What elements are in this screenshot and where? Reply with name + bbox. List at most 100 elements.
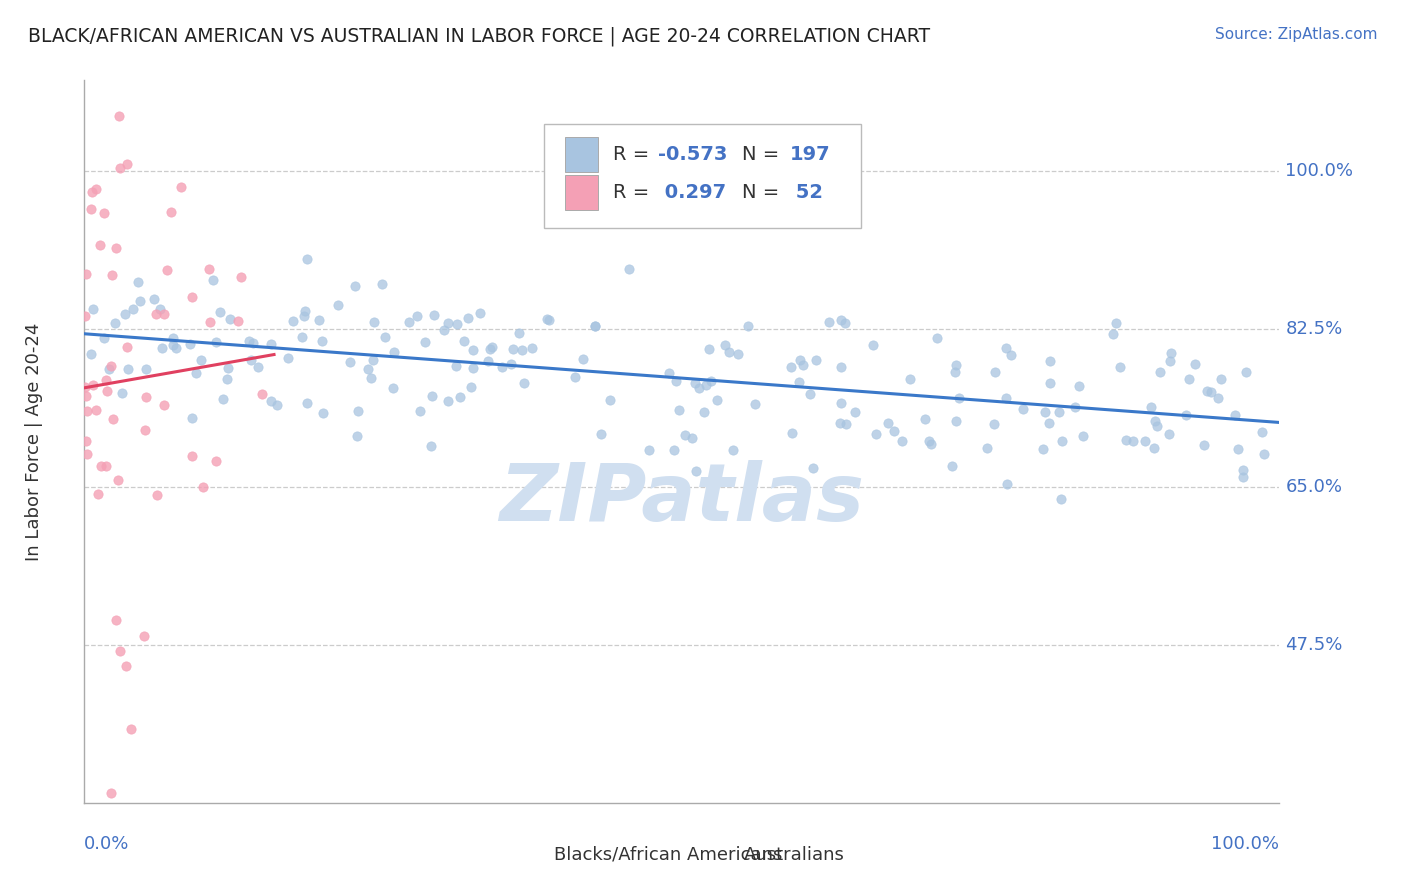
- Point: [737, 319, 759, 334]
- Point: [1050, 491, 1073, 506]
- Point: [266, 398, 288, 412]
- Point: [339, 355, 361, 369]
- Point: [114, 658, 136, 673]
- Point: [1050, 434, 1073, 448]
- Point: [721, 443, 744, 458]
- Point: [804, 353, 827, 368]
- Text: 197: 197: [790, 145, 830, 164]
- Point: [717, 344, 740, 359]
- Point: [891, 434, 914, 448]
- Point: [835, 417, 858, 431]
- Point: [1140, 400, 1163, 414]
- Point: [1105, 316, 1128, 330]
- Point: [180, 290, 202, 304]
- Point: [179, 337, 201, 351]
- Point: [382, 345, 405, 359]
- FancyBboxPatch shape: [520, 845, 547, 868]
- Point: [104, 317, 127, 331]
- Point: [114, 307, 136, 321]
- Point: [297, 252, 319, 266]
- Point: [371, 277, 394, 292]
- Point: [433, 323, 456, 337]
- Point: [713, 338, 735, 352]
- Point: [135, 390, 157, 404]
- Point: [1184, 357, 1206, 371]
- Point: [146, 488, 169, 502]
- Point: [1032, 442, 1054, 457]
- Point: [1232, 463, 1254, 477]
- Point: [1063, 401, 1085, 415]
- Point: [135, 361, 157, 376]
- Point: [865, 426, 887, 441]
- Text: R =: R =: [613, 183, 655, 202]
- Point: [444, 359, 467, 373]
- Point: [1115, 433, 1137, 447]
- Point: [706, 393, 728, 408]
- Point: [191, 480, 214, 494]
- Point: [1069, 379, 1091, 393]
- Point: [1234, 365, 1257, 379]
- Point: [1192, 438, 1215, 452]
- Point: [637, 443, 659, 458]
- Point: [419, 439, 441, 453]
- Point: [73, 380, 96, 394]
- Point: [1071, 428, 1094, 442]
- Point: [277, 351, 299, 366]
- Point: [104, 241, 127, 255]
- Point: [914, 412, 936, 426]
- Text: 0.0%: 0.0%: [84, 835, 129, 854]
- Point: [198, 262, 221, 277]
- Text: N =: N =: [742, 183, 785, 202]
- Text: In Labor Force | Age 20-24: In Labor Force | Age 20-24: [25, 322, 44, 561]
- Point: [211, 392, 233, 407]
- Point: [422, 309, 444, 323]
- Point: [108, 644, 131, 658]
- Point: [97, 362, 120, 376]
- Text: Source: ZipAtlas.com: Source: ZipAtlas.com: [1215, 27, 1378, 42]
- Point: [830, 396, 852, 410]
- Point: [219, 312, 242, 326]
- Point: [876, 416, 898, 430]
- Text: -0.573: -0.573: [658, 145, 727, 164]
- Point: [89, 238, 111, 252]
- FancyBboxPatch shape: [544, 124, 862, 228]
- Point: [1197, 384, 1219, 398]
- Point: [82, 378, 104, 392]
- Point: [240, 352, 263, 367]
- Point: [976, 441, 998, 455]
- Point: [75, 389, 97, 403]
- Point: [943, 365, 966, 379]
- Point: [510, 343, 533, 357]
- Point: [983, 365, 1005, 379]
- Point: [920, 437, 942, 451]
- Point: [994, 392, 1017, 406]
- Point: [82, 301, 104, 316]
- Point: [76, 447, 98, 461]
- Point: [1175, 409, 1198, 423]
- Point: [664, 442, 686, 457]
- Point: [75, 267, 97, 281]
- Point: [103, 411, 125, 425]
- Text: 65.0%: 65.0%: [1285, 478, 1343, 496]
- Point: [292, 309, 315, 323]
- Point: [413, 334, 436, 349]
- Point: [828, 416, 851, 430]
- Point: [360, 370, 382, 384]
- Point: [84, 181, 107, 195]
- Point: [93, 206, 115, 220]
- Point: [478, 343, 501, 357]
- Point: [311, 334, 333, 348]
- Point: [744, 397, 766, 411]
- Point: [583, 319, 606, 334]
- Point: [792, 358, 814, 372]
- Point: [250, 387, 273, 401]
- Point: [830, 359, 852, 374]
- Point: [1159, 354, 1181, 368]
- Point: [460, 379, 482, 393]
- Point: [115, 340, 138, 354]
- Point: [883, 424, 905, 438]
- Point: [862, 338, 884, 352]
- Point: [160, 205, 183, 219]
- Point: [208, 305, 231, 319]
- Point: [1199, 384, 1222, 399]
